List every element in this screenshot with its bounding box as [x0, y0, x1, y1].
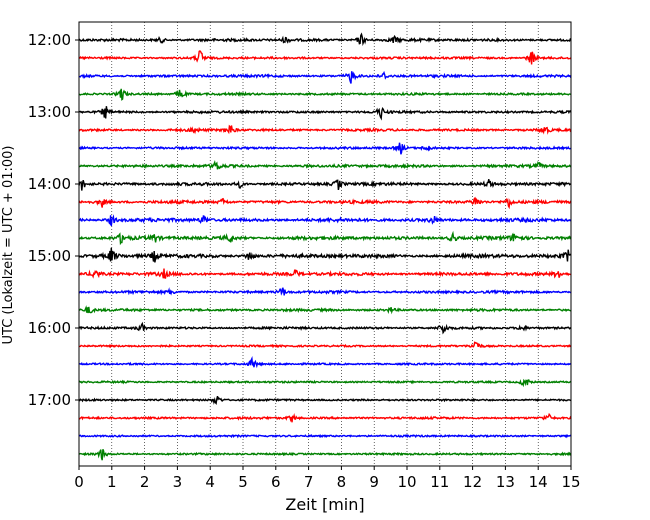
x-tick-label: 12 — [463, 473, 482, 491]
x-tick-label: 8 — [337, 473, 347, 491]
trace-1300 — [78, 106, 572, 121]
trace-1315 — [78, 124, 572, 135]
x-tick-label: 15 — [561, 473, 580, 491]
trace-1500 — [78, 247, 572, 263]
x-tick-label: 4 — [205, 473, 215, 491]
trace-1330 — [78, 142, 572, 155]
y-axis-label: UTC (Lokalzeit = UTC + 01:00) — [1, 146, 16, 345]
y-tick-label: 13:00 — [28, 103, 71, 121]
trace-1200 — [78, 32, 572, 47]
trace-1430 — [78, 214, 572, 227]
trace-1745 — [78, 449, 572, 461]
y-tick-label: 16:00 — [28, 319, 71, 337]
x-tick-label: 14 — [529, 473, 548, 491]
trace-1230 — [78, 70, 572, 84]
y-tick-label: 17:00 — [28, 391, 71, 409]
trace-1615 — [78, 341, 572, 349]
trace-1630 — [78, 356, 572, 369]
y-tick-label: 12:00 — [28, 31, 71, 49]
y-tick-label: 14:00 — [28, 175, 71, 193]
x-tick-label: 11 — [430, 473, 449, 491]
trace-1215 — [78, 50, 572, 65]
x-axis: 0 1 2 3 4 5 6 7 8 9 10 11 12 13 14 15 — [74, 466, 581, 491]
trace-1730 — [78, 433, 572, 439]
plot-frame — [78, 21, 572, 467]
traces — [78, 32, 572, 461]
trace-1645 — [79, 378, 572, 388]
x-tick-label: 1 — [107, 473, 117, 491]
x-tick-label: 9 — [369, 473, 379, 491]
x-tick-label: 6 — [271, 473, 281, 491]
trace-1400 — [78, 179, 572, 191]
trace-1715 — [78, 412, 572, 423]
y-axis: 12:00 13:00 14:00 15:00 16:00 17:00 — [28, 31, 79, 409]
x-axis-label: Zeit [min] — [285, 495, 364, 514]
x-tick-label: 0 — [74, 473, 84, 491]
x-tick-label: 3 — [173, 473, 183, 491]
trace-1415 — [78, 196, 572, 210]
trace-1445 — [78, 230, 572, 246]
trace-1530 — [78, 287, 572, 296]
grid-lines — [111, 22, 539, 466]
trace-1600 — [78, 321, 572, 335]
x-tick-label: 10 — [397, 473, 416, 491]
x-tick-label: 7 — [304, 473, 314, 491]
trace-1515 — [78, 268, 572, 279]
x-tick-label: 2 — [140, 473, 150, 491]
x-tick-label: 5 — [238, 473, 248, 491]
x-tick-label: 13 — [496, 473, 515, 491]
trace-1345 — [78, 159, 571, 170]
trace-1545 — [79, 305, 572, 315]
y-tick-label: 15:00 — [28, 247, 71, 265]
trace-1700 — [78, 396, 572, 405]
trace-1245 — [78, 88, 572, 101]
